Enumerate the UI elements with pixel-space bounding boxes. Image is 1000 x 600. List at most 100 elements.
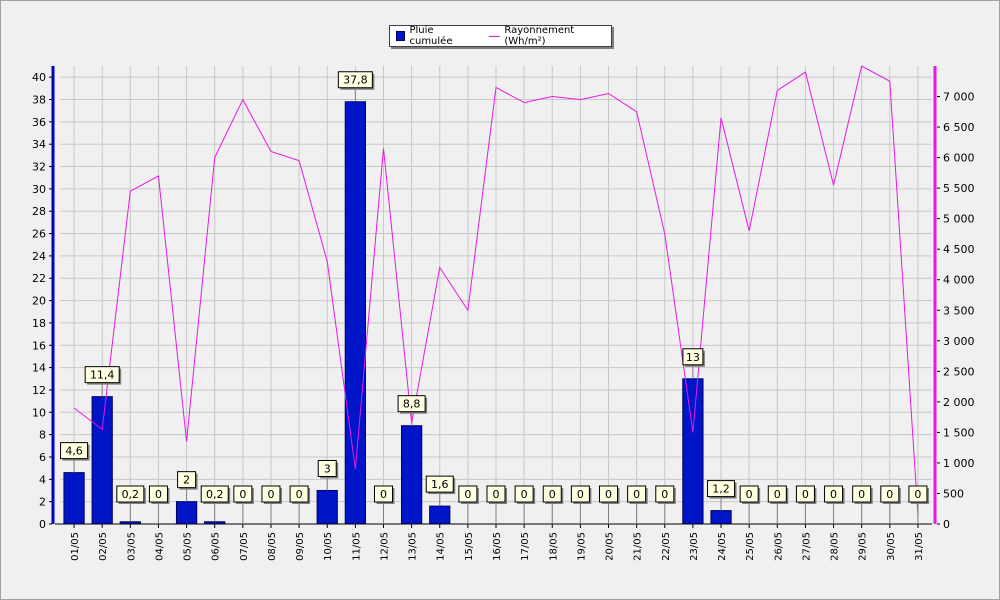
y-left-tick-label: 0 [39, 518, 46, 531]
y-left-tick-label: 16 [32, 339, 46, 352]
x-tick-label: 26/05 [773, 532, 784, 561]
x-tick-label: 14/05 [436, 532, 447, 561]
y-right-tick-label: 2 000 [943, 396, 975, 409]
x-tick-label: 02/05 [98, 532, 109, 561]
x-tick-label: 03/05 [126, 532, 137, 561]
y-left-tick-label: 20 [32, 295, 46, 308]
y-right-tick-label: 1 500 [943, 426, 975, 439]
x-tick-label: 01/05 [70, 532, 81, 561]
grid-lines [60, 66, 932, 525]
value-label-box [514, 485, 534, 503]
value-label: 0 [380, 488, 387, 501]
value-label-box [852, 485, 872, 503]
value-label: 1,2 [712, 483, 730, 496]
y-right-tick-label: 500 [943, 487, 964, 500]
value-label-box [739, 485, 759, 503]
value-label: 1,6 [431, 478, 449, 491]
y-right-tick-label: 1 000 [943, 457, 975, 470]
rain-bar [63, 472, 85, 525]
y-right-tick-label: 4 000 [943, 274, 975, 287]
y-left-tick-label: 28 [32, 205, 46, 218]
value-label: 0 [914, 488, 921, 501]
value-label: 0 [549, 488, 556, 501]
x-tick-label: 17/05 [520, 532, 531, 561]
x-tick-label: 15/05 [464, 532, 475, 561]
y-left-tick-label: 38 [32, 94, 46, 107]
value-label: 0 [605, 488, 612, 501]
y-left-tick-label: 24 [32, 250, 46, 263]
value-label-box [682, 348, 704, 366]
value-label-box [795, 485, 815, 503]
value-label-box [570, 485, 590, 503]
y-left-tick-label: 36 [32, 116, 46, 129]
rain-bar [682, 378, 704, 525]
value-label: 0 [830, 488, 837, 501]
value-label: 0 [521, 488, 528, 501]
value-label: 0 [296, 488, 303, 501]
x-tick-label: 07/05 [239, 532, 250, 561]
y-left-tick-label: 14 [32, 362, 46, 375]
value-label-box [373, 485, 393, 503]
value-label: 0 [802, 488, 809, 501]
rain-bar [710, 510, 732, 525]
value-label: 0 [493, 488, 500, 501]
value-label: 2 [183, 474, 190, 487]
rain-bar [91, 396, 113, 525]
value-label: 0 [886, 488, 893, 501]
y-right-tick-label: 7 000 [943, 91, 975, 104]
value-label: 0 [746, 488, 753, 501]
y-left-tick-label: 8 [39, 429, 46, 442]
x-tick-label: 24/05 [717, 532, 728, 561]
value-label-box [397, 395, 426, 413]
value-label-box [486, 485, 506, 503]
axes: 0246810121416182022242628303234363840050… [32, 66, 975, 561]
y-right-tick-label: 3 000 [943, 335, 975, 348]
value-label: 0 [774, 488, 781, 501]
legend-item-rain: Pluie cumulée [396, 25, 475, 47]
rain-bar [400, 425, 423, 525]
x-tick-label: 09/05 [295, 532, 306, 561]
y-left-tick-label: 4 [39, 473, 46, 486]
chart-legend: Pluie cumulée Rayonnement (Wh/m²) [389, 25, 612, 47]
value-label-box [824, 485, 844, 503]
value-label-box [599, 485, 619, 503]
x-tick-label: 25/05 [745, 532, 756, 561]
value-label: 0,2 [122, 488, 140, 501]
radiation-line [73, 65, 919, 515]
x-tick-label: 28/05 [830, 532, 841, 561]
value-label-box [880, 485, 900, 503]
value-label-box [177, 471, 197, 489]
x-tick-label: 27/05 [801, 532, 812, 561]
value-label: 3 [324, 462, 331, 475]
y-right-tick-label: 6 000 [943, 152, 975, 165]
x-tick-label: 11/05 [351, 532, 362, 561]
value-label-box [767, 485, 787, 503]
value-label-box [707, 480, 736, 498]
y-left-tick-label: 12 [32, 384, 46, 397]
value-label-box [655, 485, 675, 503]
x-tick-label: 10/05 [323, 532, 334, 561]
value-label: 0 [577, 488, 584, 501]
legend-label-radiation: Rayonnement (Wh/m²) [504, 25, 575, 47]
x-tick-label: 29/05 [858, 532, 869, 561]
rain-bar [429, 505, 451, 525]
y-left-tick-label: 6 [39, 451, 46, 464]
value-label-box [261, 485, 281, 503]
value-label-box [337, 71, 373, 89]
value-label: 0 [239, 488, 246, 501]
value-label: 37,8 [343, 74, 368, 87]
x-tick-label: 23/05 [689, 532, 700, 561]
y-right-tick-label: 0 [943, 518, 950, 531]
radiation-line-group [73, 65, 919, 515]
y-left-tick-label: 2 [39, 496, 46, 509]
legend-label-rain: Pluie cumulée [409, 25, 453, 47]
value-label: 0 [155, 488, 162, 501]
y-left-tick-label: 10 [32, 406, 46, 419]
value-label: 8,8 [403, 398, 421, 411]
value-label: 13 [686, 351, 700, 364]
y-left-tick-label: 30 [32, 183, 46, 196]
value-label-box [317, 459, 337, 477]
value-label-box [458, 485, 478, 503]
x-tick-label: 12/05 [379, 532, 390, 561]
